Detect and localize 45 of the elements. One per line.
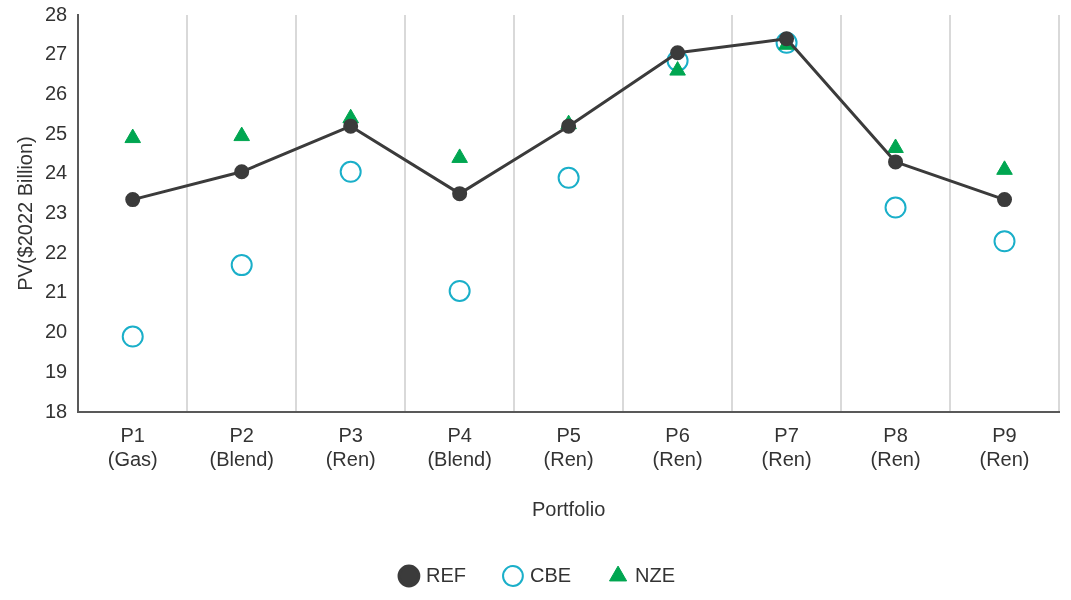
point <box>124 128 142 144</box>
point <box>121 325 144 348</box>
x-tick-label: P1 (Gas) <box>107 423 158 470</box>
point <box>561 118 577 134</box>
point <box>230 254 253 277</box>
x-tick-label: P3 (Ren) <box>325 423 376 470</box>
point <box>884 196 907 219</box>
point <box>451 148 468 163</box>
y-tick-label: 23 <box>45 201 68 224</box>
y-tick-label: 22 <box>45 240 68 263</box>
y-tick-label: 19 <box>45 359 68 382</box>
y-tick-label: 24 <box>45 161 68 184</box>
point <box>997 192 1013 208</box>
point <box>993 230 1016 253</box>
legend-label: REF <box>425 563 466 586</box>
point <box>557 166 580 189</box>
x-tick-label: P2 (Blend) <box>209 423 274 470</box>
x-tick-label: P7 (Ren) <box>761 423 812 470</box>
x-tick-label: P9 (Ren) <box>979 423 1030 470</box>
y-tick-label: 26 <box>45 81 68 104</box>
y-tick-label: 20 <box>45 320 68 343</box>
y-tick-label: 18 <box>45 399 68 422</box>
point <box>996 160 1013 175</box>
point <box>887 138 904 153</box>
y-axis-title: PV($2022 Billion) <box>13 136 36 291</box>
point <box>452 186 468 202</box>
y-tick-label: 25 <box>45 121 68 144</box>
point <box>670 45 686 61</box>
y-tick-label: 27 <box>45 42 68 65</box>
x-tick-label: P6 (Ren) <box>652 423 703 470</box>
x-tick-label: P4 (Blend) <box>427 423 492 470</box>
point <box>234 164 250 180</box>
y-tick-label: 21 <box>45 280 68 303</box>
x-tick-label: P5 (Ren) <box>543 423 594 470</box>
point <box>448 279 471 302</box>
y-tick-label: 28 <box>45 2 68 25</box>
point <box>888 154 904 170</box>
point <box>125 192 141 208</box>
point <box>233 126 250 142</box>
point <box>339 160 362 183</box>
x-tick-label: P8 (Ren) <box>870 423 921 470</box>
legend-label: NZE <box>635 563 676 586</box>
legend-label: CBE <box>529 563 572 586</box>
x-axis-title: Portfolio <box>531 497 606 520</box>
point <box>343 118 359 134</box>
